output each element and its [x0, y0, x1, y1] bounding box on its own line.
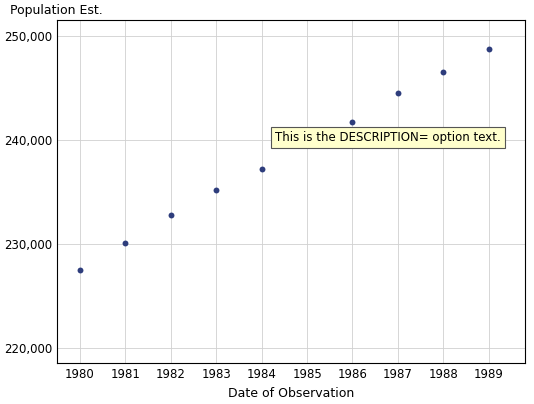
- Point: [257, 166, 266, 172]
- Point: [394, 90, 402, 96]
- Point: [167, 211, 175, 218]
- X-axis label: Date of Observation: Date of Observation: [228, 387, 354, 400]
- Text: Population Est.: Population Est.: [11, 4, 103, 17]
- Point: [303, 142, 311, 148]
- Point: [439, 69, 447, 76]
- Point: [212, 187, 221, 193]
- Point: [76, 267, 84, 273]
- Point: [484, 46, 493, 53]
- Text: This is the DESCRIPTION= option text.: This is the DESCRIPTION= option text.: [276, 131, 501, 144]
- Point: [121, 240, 130, 246]
- Point: [348, 119, 357, 125]
